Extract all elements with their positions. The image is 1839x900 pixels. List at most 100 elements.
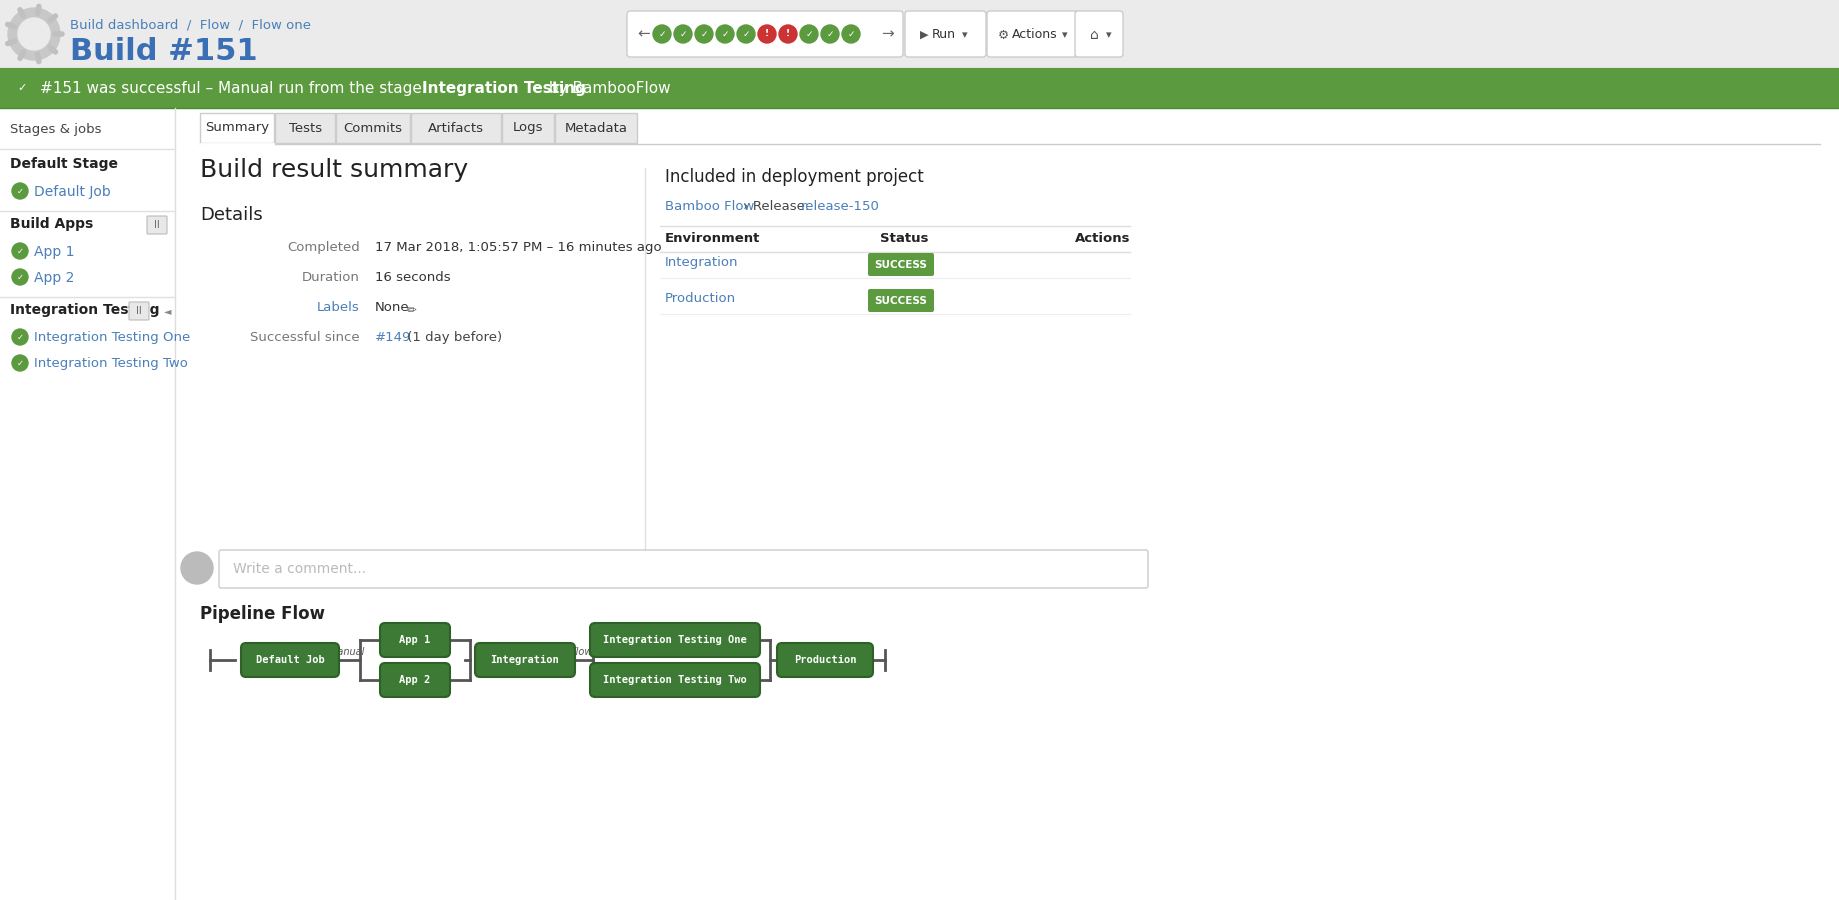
Text: Integration Testing: Integration Testing bbox=[9, 303, 160, 317]
Text: ⌂: ⌂ bbox=[1089, 28, 1098, 42]
Text: App 2: App 2 bbox=[399, 675, 430, 685]
Text: Successful since: Successful since bbox=[250, 331, 360, 344]
Text: Tests: Tests bbox=[289, 122, 322, 134]
Circle shape bbox=[13, 329, 28, 345]
Text: Run: Run bbox=[932, 29, 956, 41]
Text: ✓: ✓ bbox=[679, 30, 686, 39]
Text: App 1: App 1 bbox=[399, 635, 430, 645]
Text: Labels: Labels bbox=[316, 301, 360, 314]
FancyBboxPatch shape bbox=[0, 0, 1839, 68]
Text: ←: ← bbox=[638, 26, 649, 41]
Text: Metadata: Metadata bbox=[565, 122, 627, 134]
Circle shape bbox=[653, 25, 671, 43]
Circle shape bbox=[715, 25, 734, 43]
FancyBboxPatch shape bbox=[776, 643, 872, 677]
Text: Build #151: Build #151 bbox=[70, 37, 257, 66]
Circle shape bbox=[180, 552, 213, 584]
Text: ✓: ✓ bbox=[721, 30, 728, 39]
Text: Completed: Completed bbox=[287, 241, 360, 254]
Text: › Release:: › Release: bbox=[739, 200, 813, 213]
FancyBboxPatch shape bbox=[627, 11, 903, 57]
Text: Build Apps: Build Apps bbox=[9, 217, 94, 231]
Text: ▾: ▾ bbox=[1105, 30, 1111, 40]
FancyBboxPatch shape bbox=[175, 108, 1839, 900]
Text: II: II bbox=[136, 306, 142, 316]
Text: Integration Testing Two: Integration Testing Two bbox=[603, 675, 747, 685]
Text: Details: Details bbox=[200, 206, 263, 224]
Text: Integration Testing: Integration Testing bbox=[421, 80, 585, 95]
FancyBboxPatch shape bbox=[0, 108, 1839, 900]
Text: #149: #149 bbox=[375, 331, 412, 344]
Text: 16 seconds: 16 seconds bbox=[375, 271, 451, 284]
Circle shape bbox=[7, 8, 61, 60]
Text: Status: Status bbox=[879, 232, 929, 245]
Circle shape bbox=[737, 25, 754, 43]
Text: Integration: Integration bbox=[491, 655, 559, 665]
Text: release-150: release-150 bbox=[800, 200, 879, 213]
FancyBboxPatch shape bbox=[0, 108, 175, 900]
Text: Pipeline Flow: Pipeline Flow bbox=[200, 605, 326, 623]
Text: Write a comment...: Write a comment... bbox=[234, 562, 366, 576]
Text: Logs: Logs bbox=[513, 122, 543, 134]
Text: Commits: Commits bbox=[344, 122, 403, 134]
Text: !: ! bbox=[765, 30, 769, 39]
Text: ✓: ✓ bbox=[17, 332, 24, 341]
Text: ✓: ✓ bbox=[658, 30, 666, 39]
Text: Manual: Manual bbox=[329, 647, 364, 657]
FancyBboxPatch shape bbox=[905, 11, 986, 57]
Text: II: II bbox=[154, 220, 160, 230]
Circle shape bbox=[800, 25, 818, 43]
Text: Integration Testing One: Integration Testing One bbox=[33, 331, 189, 344]
Text: ⚙: ⚙ bbox=[997, 29, 1010, 41]
Text: #151 was successful – Manual run from the stage:: #151 was successful – Manual run from th… bbox=[40, 80, 432, 95]
Text: Default Stage: Default Stage bbox=[9, 157, 118, 171]
FancyBboxPatch shape bbox=[381, 663, 451, 697]
Circle shape bbox=[758, 25, 776, 43]
Text: Actions: Actions bbox=[1074, 232, 1129, 245]
Text: Included in deployment project: Included in deployment project bbox=[664, 168, 923, 186]
Text: ✓: ✓ bbox=[17, 273, 24, 282]
Text: Production: Production bbox=[793, 655, 855, 665]
Text: ✏: ✏ bbox=[406, 304, 417, 317]
Text: App 1: App 1 bbox=[33, 245, 74, 259]
Text: Actions: Actions bbox=[1011, 29, 1057, 41]
Text: ✓: ✓ bbox=[17, 83, 28, 93]
Text: Default Job: Default Job bbox=[33, 185, 110, 199]
Circle shape bbox=[778, 25, 796, 43]
Text: Production: Production bbox=[664, 292, 736, 305]
Text: 17 Mar 2018, 1:05:57 PM – 16 minutes ago: 17 Mar 2018, 1:05:57 PM – 16 minutes ago bbox=[375, 241, 662, 254]
Text: →: → bbox=[881, 26, 894, 41]
Text: !: ! bbox=[785, 30, 789, 39]
Text: ✓: ✓ bbox=[826, 30, 833, 39]
Text: ✓: ✓ bbox=[17, 247, 24, 256]
FancyBboxPatch shape bbox=[868, 253, 934, 276]
Circle shape bbox=[695, 25, 714, 43]
FancyBboxPatch shape bbox=[241, 643, 338, 677]
FancyBboxPatch shape bbox=[276, 113, 335, 143]
Text: ✓: ✓ bbox=[17, 358, 24, 367]
Text: ▾: ▾ bbox=[1061, 30, 1067, 40]
FancyBboxPatch shape bbox=[590, 623, 760, 657]
FancyBboxPatch shape bbox=[474, 643, 574, 677]
Circle shape bbox=[13, 269, 28, 285]
Text: Default Job: Default Job bbox=[256, 655, 324, 665]
FancyBboxPatch shape bbox=[590, 663, 760, 697]
Text: by BambooFlow: by BambooFlow bbox=[544, 80, 669, 95]
Circle shape bbox=[673, 25, 691, 43]
FancyBboxPatch shape bbox=[147, 216, 167, 234]
Text: Summary: Summary bbox=[206, 122, 268, 134]
FancyBboxPatch shape bbox=[1074, 11, 1122, 57]
Text: (1 day before): (1 day before) bbox=[403, 331, 502, 344]
FancyBboxPatch shape bbox=[381, 623, 451, 657]
FancyBboxPatch shape bbox=[0, 68, 1839, 108]
Text: Integration Testing One: Integration Testing One bbox=[603, 635, 747, 645]
Circle shape bbox=[13, 183, 28, 199]
Circle shape bbox=[18, 18, 50, 50]
Text: ▶: ▶ bbox=[920, 30, 929, 40]
Text: Bamboo Flow: Bamboo Flow bbox=[664, 200, 754, 213]
Text: ▾: ▾ bbox=[962, 30, 967, 40]
FancyBboxPatch shape bbox=[200, 113, 274, 143]
Text: ✓: ✓ bbox=[805, 30, 813, 39]
Text: ✓: ✓ bbox=[741, 30, 748, 39]
Text: Flow: Flow bbox=[570, 647, 592, 657]
